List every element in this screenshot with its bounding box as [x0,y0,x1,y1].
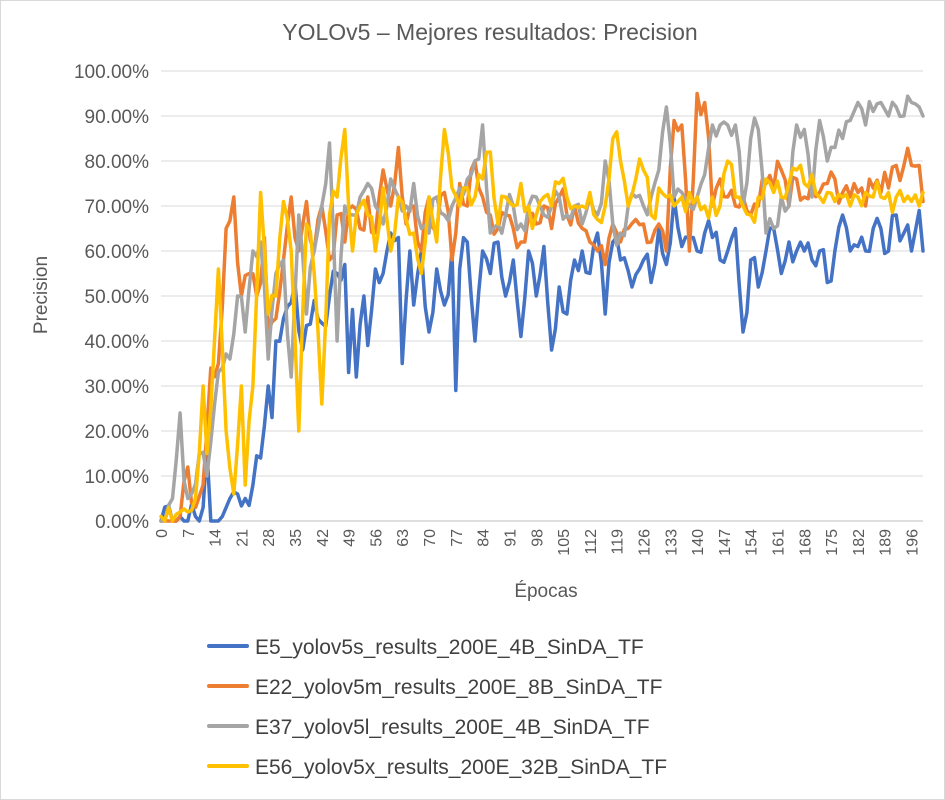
x-tick-label: 56 [368,529,385,547]
x-tick-label: 28 [261,529,278,547]
x-tick-label: 189 [878,529,895,556]
legend-label-2: E22_yolov5m_results_200E_8B_SinDA_TF [255,676,662,699]
y-axis-ticks: 0.00% 10.00% 20.00% 30.00% 40.00% 50.00% 60.00… [74,62,149,533]
y-tick-label: 80.00% [85,152,150,173]
x-tick-label: 161 [770,529,787,556]
series-line-4 [159,127,925,523]
y-tick-label: 60.00% [85,242,150,263]
x-tick-label: 147 [717,529,734,556]
x-tick-label: 133 [663,529,680,556]
y-tick-label: 90.00% [85,107,150,128]
legend-label-4: E56_yolov5x_results_200E_32B_SinDA_TF [255,756,667,779]
y-tick-label: 30.00% [85,377,150,398]
y-tick-label: 0.00% [95,512,149,533]
series-line-3 [159,94,925,523]
series-lines [159,91,925,523]
x-tick-label: 112 [583,529,600,555]
y-axis-label: Precision [31,256,52,334]
y-tick-label: 70.00% [85,197,150,218]
x-tick-label: 49 [342,529,359,547]
x-tick-label: 35 [288,529,305,547]
y-tick-label: 100.00% [74,62,149,83]
x-tick-label: 126 [636,529,653,556]
x-axis-label: Épocas [514,581,577,602]
y-tick-label: 10.00% [85,467,150,488]
x-tick-label: 7 [181,529,198,538]
x-tick-label: 182 [851,529,868,556]
x-tick-label: 98 [529,529,546,547]
x-tick-label: 119 [610,529,627,555]
x-tick-label: 175 [824,529,841,556]
x-tick-label: 14 [208,529,225,547]
chart-title: YOLOv5 – Mejores resultados: Precision [282,19,697,45]
x-tick-label: 84 [476,529,493,547]
y-tick-label: 50.00% [85,287,150,308]
x-tick-label: 105 [556,529,573,556]
x-tick-label: 196 [905,529,922,556]
series-line-1 [159,195,925,523]
y-tick-label: 20.00% [85,422,150,443]
x-tick-label: 91 [502,529,519,547]
x-tick-label: 21 [234,529,251,547]
legend-label-1: E5_yolov5s_results_200E_4B_SinDA_TF [255,636,644,659]
grid-lines [161,70,923,522]
x-tick-label: 42 [315,529,332,547]
x-axis-ticks: 0 7 14 21 28 35 42 49 56 63 70 77 84 91 98 105 112 119 126… [154,529,922,556]
x-tick-label: 70 [422,529,439,547]
x-tick-label: 0 [154,529,171,538]
x-tick-label: 77 [449,529,466,547]
legend: E5_yolov5s_results_200E_4B_SinDA_TF E22_y… [207,636,667,779]
x-tick-label: 154 [744,529,761,556]
x-tick-label: 140 [690,529,707,556]
legend-label-3: E37_yolov5l_results_200E_4B_SinDA_TF [255,716,650,739]
x-tick-label: 63 [395,529,412,547]
x-tick-label: 168 [797,529,814,556]
y-tick-label: 40.00% [85,332,150,353]
